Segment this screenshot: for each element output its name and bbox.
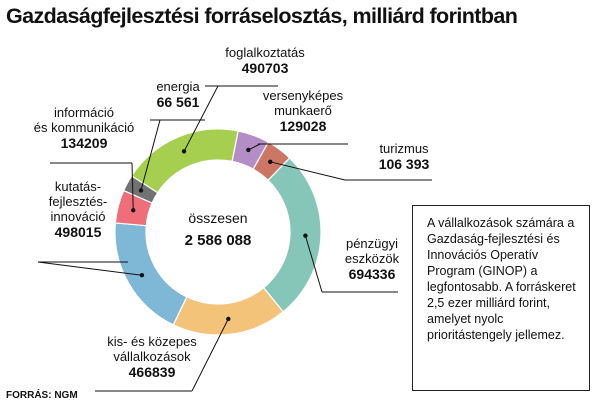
segment-value-infokom: 134209 (61, 135, 108, 151)
segment-label-kkv: kis- és közepes (107, 334, 197, 349)
donut-slice-foglalkoztatas (130, 128, 239, 194)
info-box-text: A vállalkozások számára a Gazdaság-fejle… (427, 216, 576, 342)
center-total-value: 2 586 088 (185, 232, 252, 249)
segment-value-kkv: 466839 (129, 364, 176, 380)
center-total-label: összesen (188, 210, 247, 226)
donut-slice-penzugyi (262, 157, 322, 313)
donut-slice-kutatas (114, 222, 188, 326)
source-note: FORRÁS: NGM (6, 390, 78, 401)
segment-value-versenykepes: 129028 (280, 118, 327, 134)
leader-line-versenykepes (248, 143, 261, 151)
segment-label-infokom: információ (54, 105, 114, 120)
segment-label-infokom: és kommunikáció (34, 120, 134, 135)
segment-label-kkv: vállalkozások (113, 349, 191, 364)
leader-dot-penzugyi (303, 233, 308, 238)
segment-label-kutatas: kutatás- (55, 179, 101, 194)
segment-label-foglalkoztatas: foglalkoztatás (225, 45, 305, 60)
leader-line-infokom (131, 162, 134, 211)
leader-lines (37, 85, 432, 392)
segment-label-kutatas: innováció (51, 209, 106, 224)
segment-value-penzugyi: 694336 (349, 266, 396, 282)
segment-value-energia: 66 561 (157, 94, 200, 110)
leader-line-penzugyi (304, 235, 323, 293)
segment-label-turizmus: turizmus (379, 141, 429, 156)
segment-value-kutatas: 498015 (55, 224, 102, 240)
leader-line-kkv (191, 318, 229, 392)
segment-label-kutatas: fejlesztés- (49, 194, 108, 209)
segment-label-versenykepes: munkaerő (274, 103, 332, 118)
segment-label-penzugyi: pénzügyi (346, 236, 398, 251)
leader-line-kutatas (37, 261, 142, 276)
segment-value-foglalkoztatas: 490703 (242, 60, 289, 76)
info-box: A vállalkozások számára a Gazdaság-fejle… (412, 205, 590, 391)
segment-label-energia: energia (156, 79, 200, 94)
segment-value-turizmus: 106 393 (379, 156, 430, 172)
leader-line-turizmus (270, 161, 346, 181)
donut-slice-kkv (172, 286, 285, 336)
segment-label-versenykepes: versenyképes (263, 88, 344, 103)
chart-title: Gazdaságfejlesztési forráselosztás, mill… (6, 4, 518, 28)
segment-label-penzugyi: eszközök (345, 251, 400, 266)
